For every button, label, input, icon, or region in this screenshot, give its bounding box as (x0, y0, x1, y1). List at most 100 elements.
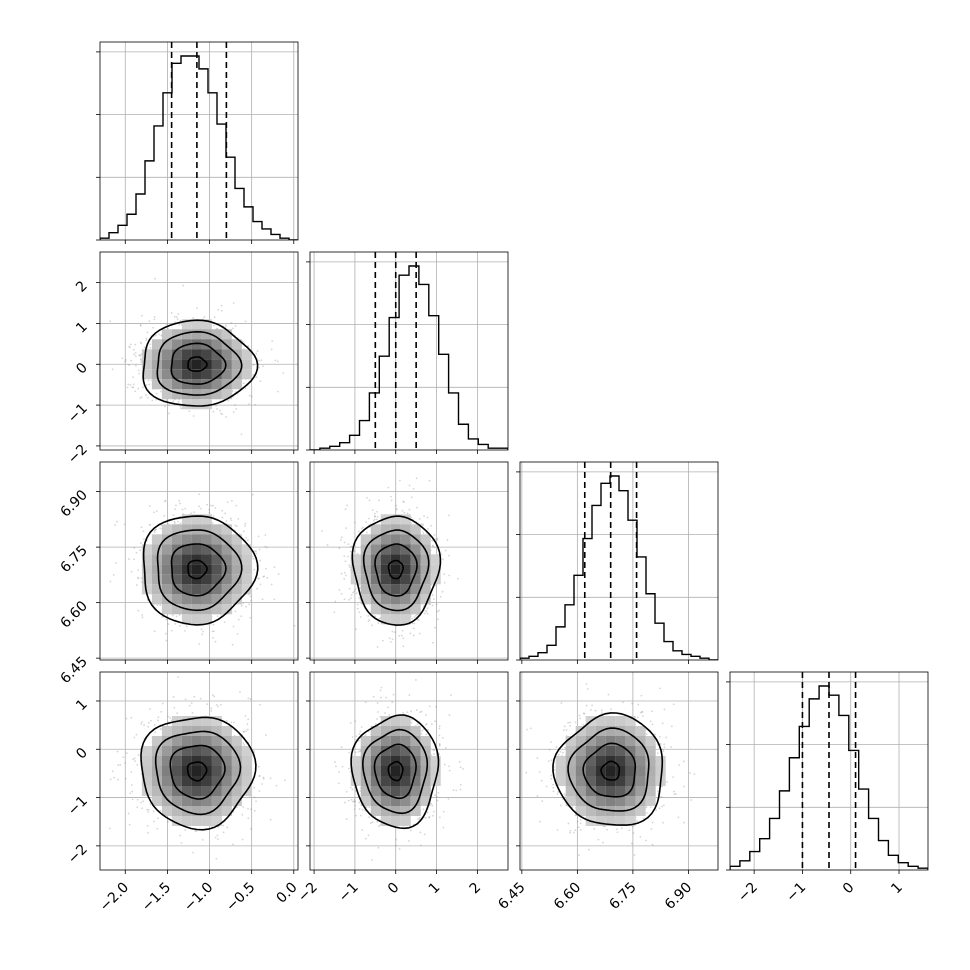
density-cell (181, 544, 192, 555)
density-cell (171, 369, 182, 380)
contour-level-1 (142, 319, 259, 407)
scatter-point (340, 593, 343, 595)
scatter-point (208, 511, 211, 514)
density-cell (360, 564, 371, 575)
scatter-point (338, 588, 341, 591)
histogram-panel-2 (306, 251, 509, 454)
scatter-point (254, 403, 256, 406)
density-cell (410, 574, 421, 585)
scatter-point (152, 810, 155, 813)
scatter-point (266, 546, 268, 549)
scatter-point (139, 323, 142, 326)
scatter-point (143, 346, 146, 349)
density-cell (171, 339, 182, 350)
scatter-point (177, 520, 179, 523)
density-cell (141, 584, 152, 595)
scatter-point (282, 372, 285, 374)
scatter-point (188, 410, 191, 413)
scatter-point (232, 302, 235, 304)
scatter-point (266, 576, 269, 579)
scatter-point (344, 560, 347, 563)
scatter-point (422, 532, 425, 534)
density-cell (141, 574, 152, 585)
density-cell (191, 349, 202, 360)
scatter-point (216, 615, 219, 618)
scatter-point (163, 514, 166, 517)
scatter-point (255, 352, 258, 355)
density-cell (161, 379, 172, 390)
scatter-point (134, 352, 137, 354)
density-cell (211, 574, 222, 585)
scatter-point (249, 698, 252, 700)
density-cell (420, 564, 431, 575)
density-cell (191, 389, 202, 400)
scatter-point (256, 587, 258, 590)
scatter-point (237, 518, 240, 520)
scatter-point (417, 619, 420, 622)
scatter-point (220, 304, 223, 307)
scatter-point (151, 399, 154, 402)
panel-frame (309, 251, 509, 451)
density-cell (201, 574, 212, 585)
scatter-point (203, 316, 206, 318)
density-cell (241, 564, 252, 575)
scatter-point (137, 387, 140, 390)
scatter-point (221, 509, 224, 512)
scatter-point (172, 514, 175, 516)
density-cell (161, 584, 172, 595)
density-cell (201, 534, 212, 545)
scatter-point (256, 350, 259, 352)
scatter-point (225, 520, 228, 523)
density-cell (390, 514, 401, 525)
contour-level-4 (187, 559, 208, 580)
density-cell (161, 329, 172, 340)
scatter-point (136, 576, 139, 579)
scatter-point (240, 433, 243, 436)
scatter-point (365, 496, 368, 499)
scatter-point (255, 552, 258, 555)
density-cell (400, 524, 411, 535)
scatter-point (127, 383, 130, 386)
scatter-point (235, 504, 238, 507)
density-cell (241, 349, 252, 360)
density-cell (221, 534, 232, 545)
scatter-point (141, 807, 144, 810)
scatter-point (137, 577, 140, 580)
scatter-point (116, 520, 118, 523)
y-tick-label: 0 (73, 360, 91, 378)
density-cell (370, 604, 381, 615)
density-cell (201, 514, 212, 525)
scatter-point (258, 366, 261, 369)
scatter-point (388, 637, 391, 640)
density-panel-3-2 (306, 461, 509, 664)
scatter-point (346, 504, 349, 507)
panel-frame (99, 41, 299, 241)
density-cell (221, 349, 232, 360)
scatter-point (258, 548, 261, 551)
scatter-point (236, 632, 239, 635)
scatter-point (273, 566, 276, 569)
scatter-point (226, 501, 229, 504)
scatter-point (160, 334, 163, 337)
scatter-point (258, 703, 261, 706)
density-cell (191, 604, 202, 615)
density-cell (380, 574, 391, 585)
density-cell (360, 554, 371, 565)
scatter-point (141, 314, 143, 317)
density-cell (181, 319, 192, 330)
density-cell (211, 369, 222, 380)
density-cell (410, 584, 421, 595)
scatter-point (424, 609, 427, 612)
density-cell (181, 349, 192, 360)
scatter-point (345, 574, 347, 577)
contour-level-1 (351, 515, 442, 626)
scatter-point (221, 413, 224, 416)
scatter-point (377, 622, 380, 625)
scatter-point (153, 318, 156, 321)
density-cell (191, 534, 202, 545)
scatter-point (234, 403, 237, 406)
scatter-point (242, 742, 245, 744)
scatter-point (447, 554, 450, 557)
scatter-point (223, 621, 226, 624)
